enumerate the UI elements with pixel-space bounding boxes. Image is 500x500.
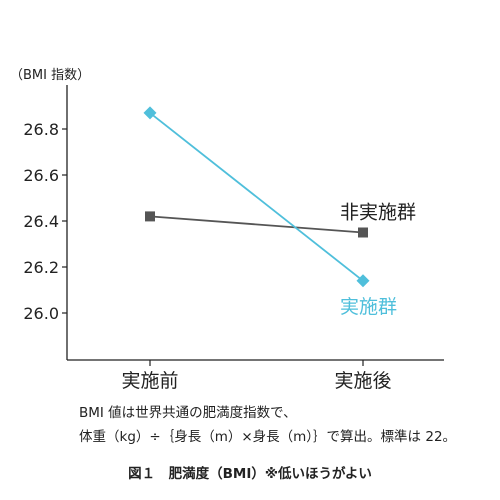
y-tick-label: 26.4 <box>23 212 59 231</box>
y-tick-label: 26.8 <box>23 120 59 139</box>
data-point-marker <box>145 211 155 222</box>
series-label: 実施群 <box>340 296 397 318</box>
y-tick-label: 26.0 <box>23 304 59 323</box>
non-implementation-group-line <box>149 215 364 234</box>
y-tick-label: 26.6 <box>23 166 59 185</box>
series-label: 非実施群 <box>340 202 416 224</box>
y-axis-unit-label: （BMI 指数） <box>10 68 90 83</box>
figure-title: 図１ 肥満度（BMI）※低いほうがよい <box>128 466 372 482</box>
implementation-group-line <box>149 112 364 282</box>
x-category-label: 実施前 <box>121 370 178 392</box>
y-tick-label: 26.2 <box>23 258 59 277</box>
y-axis-ticks: 26.0 26.2 26.4 26.6 26.8 <box>23 120 67 323</box>
x-category-label: 実施後 <box>334 370 391 392</box>
caption-line-2: 体重（kg）÷｛身長（m）×身長（m）｝で算出。標準は 22。 <box>79 429 457 445</box>
data-point-marker <box>358 227 368 238</box>
data-point-marker <box>143 106 157 120</box>
x-axis-ticks: 実施前 実施後 <box>121 360 392 392</box>
caption-line-1: BMI 値は世界共通の肥満度指数で、 <box>79 405 297 421</box>
chart-axes <box>66 85 444 361</box>
data-point-marker <box>356 274 370 288</box>
